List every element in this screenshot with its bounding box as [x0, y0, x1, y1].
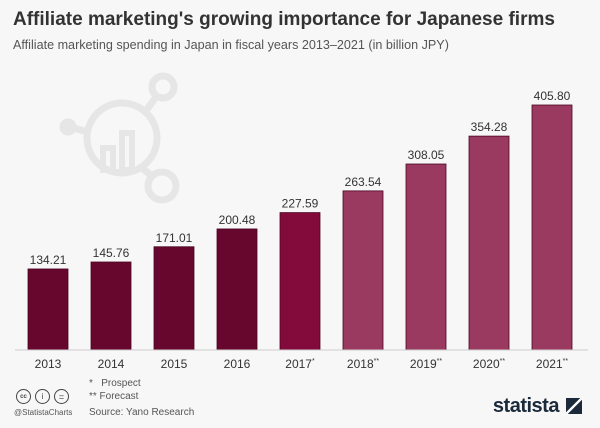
data-label: 405.80 [534, 89, 571, 103]
data-label: 227.59 [282, 197, 319, 211]
note-forecast: ** Forecast [89, 391, 139, 402]
bar-2017 [279, 212, 321, 351]
statista-logo-icon [566, 398, 582, 414]
data-label: 263.54 [345, 175, 382, 189]
x-tick-label: 2018** [347, 357, 379, 371]
bar-2015 [153, 246, 195, 351]
nd-icon: = [54, 389, 69, 404]
bar-2018 [342, 190, 384, 351]
chart-title: Affiliate marketing's growing importance… [13, 9, 555, 30]
bar-2020 [468, 135, 510, 351]
chart-subtitle: Affiliate marketing spending in Japan in… [13, 38, 449, 52]
data-label: 145.76 [93, 246, 130, 260]
cc-icon: cc [16, 389, 31, 404]
data-label: 308.05 [408, 148, 445, 162]
data-label: 134.21 [30, 253, 67, 267]
statista-logo[interactable]: statista [493, 395, 582, 417]
bar-2013 [27, 268, 69, 351]
x-tick-label: 2016 [224, 357, 251, 371]
data-label: 200.48 [219, 213, 256, 227]
statista-handle[interactable]: @StatistaCharts [14, 408, 73, 417]
data-label: 171.01 [156, 231, 193, 245]
chart-network-watermark-icon [59, 72, 180, 204]
license-icons: cc i = [16, 389, 69, 404]
x-tick-label: 2014 [98, 357, 125, 371]
by-icon: i [35, 389, 50, 404]
statista-brand-text: statista [492, 395, 560, 417]
x-tick-label: 2020** [473, 357, 505, 371]
x-tick-label: 2017* [285, 357, 315, 371]
bar-2016 [216, 228, 258, 351]
x-tick-label: 2019** [410, 357, 442, 371]
note-prospect: * Prospect [89, 378, 141, 389]
source: Source: Yano Research [89, 407, 195, 418]
bar-2019 [405, 163, 447, 351]
x-tick-label: 2015 [161, 357, 188, 371]
bar-2021 [531, 104, 573, 351]
x-tick-label: 2021** [536, 357, 568, 371]
bar-2014 [90, 261, 132, 351]
data-label: 354.28 [471, 120, 508, 134]
x-tick-label: 2013 [35, 357, 62, 371]
